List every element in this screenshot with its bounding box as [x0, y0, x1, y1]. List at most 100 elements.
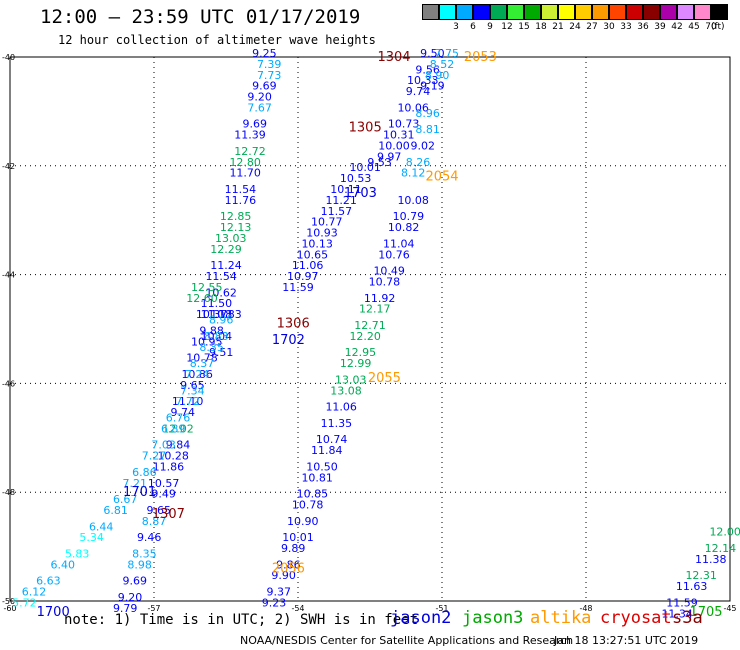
wave-height-point: 10.08: [397, 194, 429, 207]
scale-label: 70: [705, 22, 717, 32]
wave-height-point: 9.74: [406, 85, 431, 98]
wave-height-point: 9.56: [415, 63, 440, 76]
wave-height-point: 10.90: [287, 515, 319, 528]
wave-height-point: 9.20: [247, 91, 272, 104]
pass-label: 1306: [277, 317, 310, 332]
wave-height-point: 8.12: [401, 167, 426, 180]
scale-swatch: [473, 4, 490, 20]
wave-height-point: 10.81: [301, 471, 333, 484]
wave-height-point: 8.98: [127, 558, 152, 571]
wave-height-point: 11.54: [225, 183, 257, 196]
wave-height-point: 9.84: [166, 439, 191, 452]
wave-height-point: 8.35: [199, 341, 224, 354]
wave-height-point: 8.96: [415, 107, 440, 120]
wave-height-point: 11.06: [292, 259, 324, 272]
wave-height-point: 9.65: [147, 504, 172, 517]
scale-swatch: [541, 4, 558, 20]
wave-height-point: 11.57: [321, 205, 353, 218]
wave-height-point: 8.83: [204, 330, 229, 343]
wave-height-point: 12.02: [162, 422, 194, 435]
wave-height-point: 11.06: [325, 401, 357, 414]
pass-label: 1307: [152, 507, 185, 522]
wave-height-point: 9.90: [271, 569, 296, 582]
footer-note: note: 1) Time is in UTC; 2) SWH is in fe…: [64, 612, 419, 628]
wave-height-point: 11.24: [210, 259, 242, 272]
wave-height-point: 11.34: [661, 607, 693, 620]
pass-label: 1305: [349, 121, 382, 136]
wave-height-point: 6.89: [161, 422, 186, 435]
wave-height-point: 7.03: [151, 439, 176, 452]
wave-height-point: 7.27: [142, 450, 167, 463]
wave-height-point: 11.92: [364, 292, 396, 305]
wave-height-point: 11.10: [172, 395, 204, 408]
scale-swatch: [456, 4, 473, 20]
wave-height-point: 8.81: [415, 123, 440, 136]
wave-height-point: 12.85: [220, 210, 252, 223]
wave-height-point: 10.00: [378, 139, 410, 152]
wave-height-point: 7.24: [185, 368, 210, 381]
scale-swatch: [439, 4, 456, 20]
scale-label: 12: [501, 22, 513, 32]
scale-swatch: [626, 4, 643, 20]
wave-height-point: 10.77: [311, 216, 343, 229]
wave-height-point: 10.04: [201, 330, 233, 343]
wave-height-point: 9.53: [367, 156, 392, 169]
x-tick-label: -54: [291, 604, 304, 613]
wave-height-point: 9.51: [209, 346, 234, 359]
wave-height-point: 7.75: [435, 47, 460, 60]
wave-height-point: 10.78: [186, 352, 218, 365]
wave-height-point: 9.89: [281, 542, 306, 555]
wave-height-point: 9.69: [243, 118, 268, 131]
wave-height-point: 6.40: [51, 558, 76, 571]
wave-height-point: 9.69: [252, 80, 277, 93]
wave-height-point: 10.33: [407, 74, 439, 87]
wave-height-point: 10.79: [393, 210, 425, 223]
satellite-legend-altika: altika: [530, 608, 592, 628]
wave-height-point: 6.86: [132, 466, 157, 479]
wave-height-point: 12.29: [210, 243, 242, 256]
wave-height-point: 8.35: [132, 547, 157, 560]
scale-unit: (ft): [711, 22, 725, 32]
wave-height-point: 5.34: [79, 531, 104, 544]
wave-height-point: 8.96: [209, 314, 234, 327]
wave-height-point: 9.65: [180, 379, 205, 392]
scale-label: 30: [603, 22, 615, 32]
wave-height-point: 6.81: [103, 504, 128, 517]
scale-swatch: [422, 4, 439, 20]
wave-height-point: 9.19: [420, 80, 445, 93]
wave-height-point: 11.35: [321, 417, 353, 430]
scale-label: 45: [688, 22, 700, 32]
scale-swatch: [524, 4, 541, 20]
wave-height-point: 9.20: [118, 591, 143, 604]
x-tick-label: -48: [579, 604, 592, 613]
wave-height-point: 10.11: [330, 183, 362, 196]
x-tick-label: -45: [723, 604, 736, 613]
pass-label: 2056: [272, 561, 305, 576]
wave-height-point: 8.90: [425, 69, 450, 82]
scale-label: 9: [487, 22, 493, 32]
scale-swatch: [694, 4, 711, 20]
wave-height-point: 8.26: [406, 156, 431, 169]
footer-timestamp: Jan 18 13:27:51 UTC 2019: [554, 634, 699, 647]
wave-height-point: 9.74: [171, 406, 196, 419]
wave-height-point: 7.72: [175, 395, 200, 408]
x-tick-label: -60: [3, 604, 16, 613]
wave-height-point: 11.76: [225, 194, 257, 207]
scale-label: 42: [671, 22, 683, 32]
scale-swatch: [609, 4, 626, 20]
y-tick-label: -44: [2, 271, 15, 280]
wave-height-point: 13.03: [335, 373, 367, 386]
wave-height-point: 10.83: [210, 308, 242, 321]
wave-height-point: 10.82: [388, 221, 420, 234]
wave-height-point: 7.21: [123, 477, 148, 490]
wave-height-point: 12.72: [234, 145, 266, 158]
satellite-legend-s3a: s3a: [672, 608, 703, 628]
wave-height-point: 9.97: [377, 150, 402, 163]
pass-label: 2055: [368, 371, 401, 386]
scale-label: 3: [453, 22, 459, 32]
wave-height-point: 7.73: [257, 69, 282, 82]
wave-height-point: 11.54: [205, 270, 237, 283]
wave-height-point: 11.50: [201, 297, 233, 310]
wave-height-point: 9.02: [411, 139, 436, 152]
y-tick-label: -48: [2, 488, 15, 497]
